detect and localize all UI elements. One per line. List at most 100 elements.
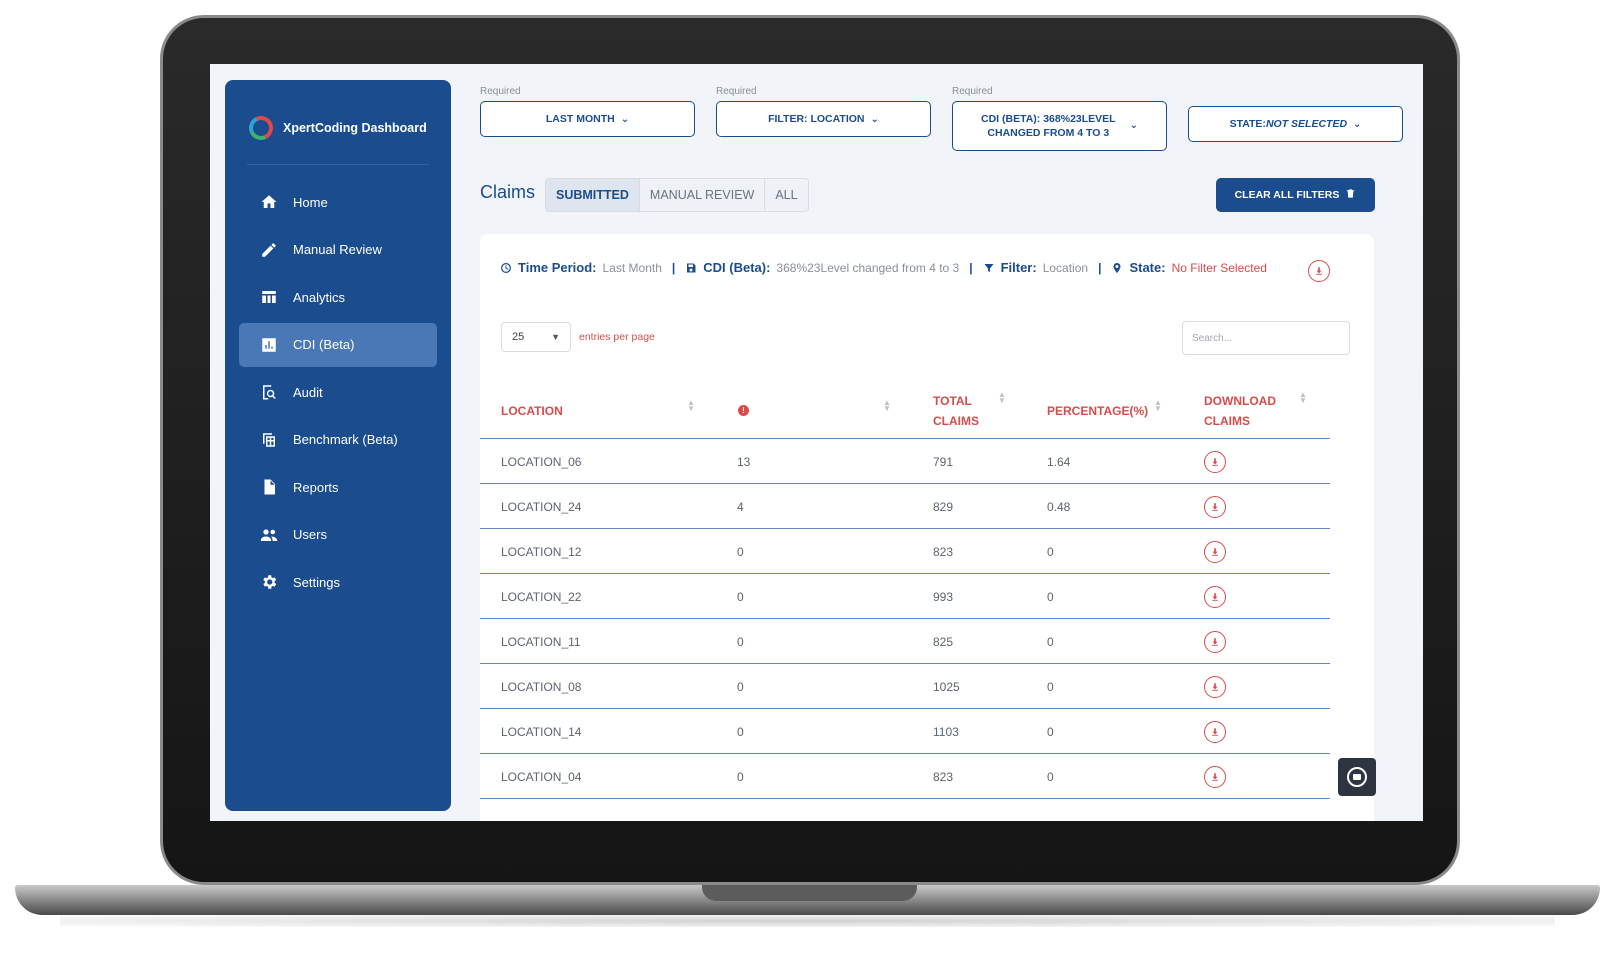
cell-percentage: 0.48 — [1047, 499, 1071, 514]
cdi-filter-dropdown[interactable]: CDI (BETA): 368%23LEVEL CHANGED FROM 4 T… — [952, 101, 1167, 151]
download-icon — [1204, 540, 1226, 563]
sort-icon[interactable]: ▲ ▼ — [883, 398, 891, 413]
sidebar-divider — [247, 164, 429, 165]
sort-icon[interactable]: ▲ ▼ — [998, 390, 1006, 405]
cell-percentage: 0 — [1047, 724, 1054, 739]
header-line: CLAIMS — [933, 413, 979, 428]
sidebar-item-home[interactable]: Home — [239, 180, 437, 224]
sidebar-item-audit[interactable]: Audit — [239, 370, 437, 414]
cell-total-claims: 823 — [933, 544, 954, 559]
claims-table: LOCATION ▲ ▼ ! ▲ ▼ TOTAL CLAIMS ▲ ▼ PERCENTA… — [480, 382, 1330, 799]
cell-location: LOCATION_24 — [501, 499, 582, 514]
table-row: LOCATION_14 0 1103 0 — [480, 709, 1330, 754]
download-claims-button[interactable] — [1204, 574, 1226, 619]
table-row: LOCATION_22 0 993 0 — [480, 574, 1330, 619]
sidebar-item-label: Reports — [293, 479, 339, 495]
download-claims-button[interactable] — [1204, 709, 1226, 754]
filter-summary: Time Period: Last Month | CDI (Beta): 36… — [500, 260, 1267, 275]
header-line: DOWNLOAD — [1204, 393, 1276, 408]
chat-button[interactable] — [1338, 758, 1376, 796]
column-header-total-claims[interactable]: TOTAL CLAIMS — [933, 382, 979, 439]
clear-all-filters-button[interactable]: CLEAR ALL FILTERS — [1216, 178, 1375, 212]
laptop-notch — [702, 885, 917, 901]
download-claims-button[interactable] — [1204, 754, 1226, 799]
brand[interactable]: XpertCoding Dashboard — [245, 112, 427, 144]
cell-count: 0 — [737, 724, 744, 739]
column-header-location[interactable]: LOCATION — [501, 403, 563, 418]
cell-location: LOCATION_06 — [501, 454, 582, 469]
benchmark-icon — [259, 430, 279, 450]
brand-logo-icon — [245, 112, 277, 144]
chevron-down-icon: ⌄ — [870, 113, 879, 125]
chevron-down-icon: ⌄ — [1353, 118, 1362, 130]
claims-card: Time Period: Last Month | CDI (Beta): 36… — [480, 234, 1374, 821]
cell-total-claims: 823 — [933, 769, 954, 784]
state-filter-prefix: STATE: — [1229, 118, 1266, 130]
cell-percentage: 0 — [1047, 589, 1054, 604]
cell-percentage: 0 — [1047, 634, 1054, 649]
sidebar-item-manual-review[interactable]: Manual Review — [239, 228, 437, 272]
entries-per-page-select[interactable]: 25 ▼ — [501, 322, 571, 352]
sidebar-item-cdi[interactable]: CDI (Beta) — [239, 322, 437, 367]
state-filter-label: STATE:NOT SELECTED — [1230, 118, 1347, 130]
sort-icon[interactable]: ▲ ▼ — [1154, 398, 1162, 413]
summary-state-key: State: — [1129, 260, 1166, 275]
sidebar-item-label: Home — [293, 194, 328, 210]
download-icon — [1204, 495, 1226, 518]
table-row: LOCATION_11 0 825 0 — [480, 619, 1330, 664]
table-row: LOCATION_04 0 823 0 — [480, 754, 1330, 799]
download-icon — [1204, 450, 1226, 473]
caret-down-icon: ▼ — [551, 332, 560, 342]
column-header-download-claims[interactable]: DOWNLOAD CLAIMS — [1204, 382, 1276, 439]
state-filter-dropdown[interactable]: STATE:NOT SELECTED ⌄ — [1188, 106, 1403, 142]
sort-icon[interactable]: ▲ ▼ — [1299, 390, 1307, 405]
column-header-count[interactable]: ! — [738, 382, 749, 439]
table-row: LOCATION_06 13 791 1.64 — [480, 439, 1330, 484]
sort-icon[interactable]: ▲ ▼ — [687, 398, 695, 413]
sidebar-item-label: Audit — [293, 384, 323, 400]
users-icon — [259, 525, 279, 545]
sidebar-item-analytics[interactable]: Analytics — [239, 275, 437, 319]
download-claims-button[interactable] — [1204, 439, 1226, 484]
time-period-label: LAST MONTH — [545, 113, 615, 125]
sidebar-item-settings[interactable]: Settings — [239, 560, 437, 604]
summary-filter-key: Filter: — [1000, 260, 1037, 275]
download-claims-button[interactable] — [1204, 529, 1226, 574]
claims-tabs: SUBMITTED MANUAL REVIEW ALL — [545, 178, 809, 212]
summary-download-button[interactable] — [1308, 260, 1330, 282]
required-label: Required — [716, 86, 757, 97]
tab-submitted[interactable]: SUBMITTED — [546, 179, 640, 211]
cell-location: LOCATION_12 — [501, 544, 582, 559]
cell-count: 0 — [737, 589, 744, 604]
download-icon — [1204, 585, 1226, 608]
table-header: LOCATION ▲ ▼ ! ▲ ▼ TOTAL CLAIMS ▲ ▼ PERCENTA… — [480, 382, 1330, 439]
time-filter-group: Required LAST MONTH ⌄ — [480, 86, 695, 137]
trash-icon — [1345, 188, 1356, 202]
time-period-dropdown[interactable]: LAST MONTH ⌄ — [480, 101, 695, 137]
cell-count: 0 — [737, 634, 744, 649]
summary-state-value: No Filter Selected — [1171, 260, 1267, 275]
download-icon — [1204, 630, 1226, 653]
location-filter-dropdown[interactable]: FILTER: LOCATION ⌄ — [716, 101, 931, 137]
location-filter-label: FILTER: LOCATION — [768, 113, 865, 125]
claims-title: Claims — [480, 182, 536, 202]
download-claims-button[interactable] — [1204, 664, 1226, 709]
column-header-percentage[interactable]: PERCENTAGE(%) — [1047, 403, 1149, 418]
download-claims-button[interactable] — [1204, 484, 1226, 529]
header-line: CLAIMS — [1204, 413, 1250, 428]
entries-per-page-value: 25 — [512, 331, 525, 343]
tab-manual-review[interactable]: MANUAL REVIEW — [640, 179, 766, 211]
filter-icon — [983, 262, 995, 274]
sidebar-item-users[interactable]: Users — [239, 513, 437, 557]
chevron-down-icon: ⌄ — [1129, 120, 1138, 131]
sidebar-item-benchmark[interactable]: Benchmark (Beta) — [239, 418, 437, 462]
search-input[interactable] — [1182, 321, 1350, 355]
table-row: LOCATION_24 4 829 0.48 — [480, 484, 1330, 529]
tab-all[interactable]: ALL — [775, 188, 798, 202]
sidebar-item-reports[interactable]: Reports — [239, 465, 437, 509]
download-claims-button[interactable] — [1204, 619, 1226, 664]
chart-icon — [259, 335, 279, 355]
required-label: Required — [480, 86, 521, 97]
chevron-down-icon: ⌄ — [620, 113, 630, 125]
laptop-shadow — [60, 915, 1555, 927]
